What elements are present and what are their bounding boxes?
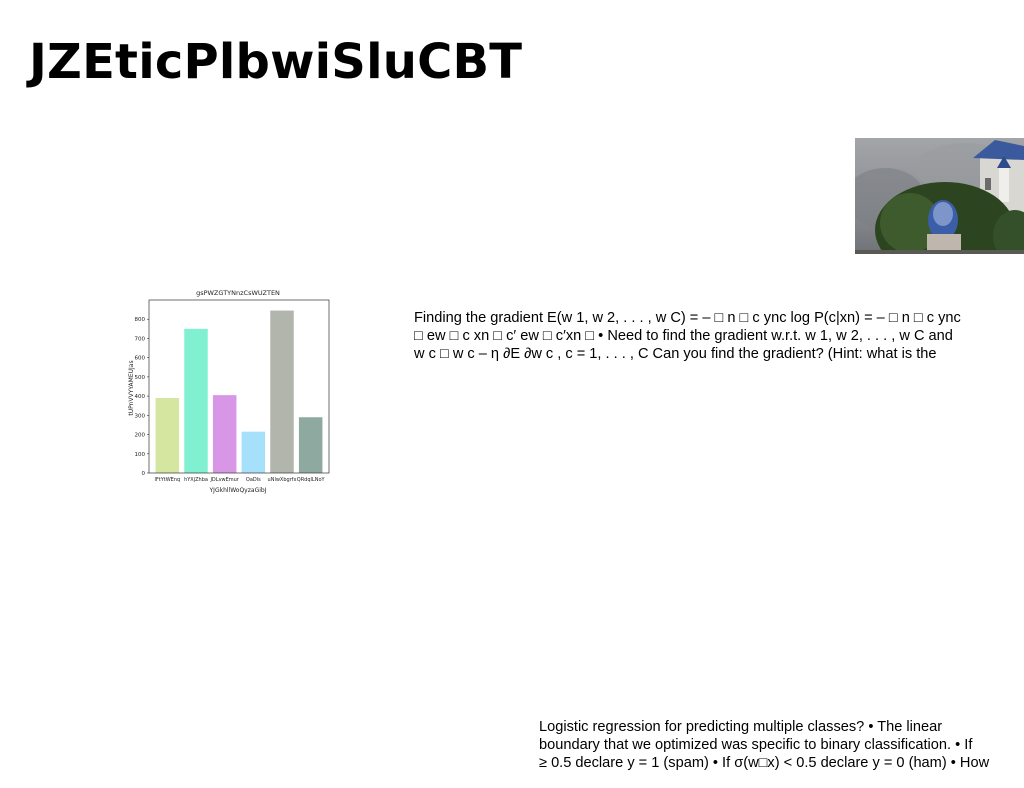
chart-title: gsPWZGTYNnzCsWUZTEN	[196, 289, 280, 297]
y-tick-label: 700	[135, 336, 146, 342]
chart-xlabel: YJGkhllWoQyzaGibJ	[209, 487, 267, 494]
x-tick-label: OaDls	[246, 477, 261, 483]
bar-chart: gsPWZGTYNnzCsWUZTEN tUPnVVYYAMEUJas YJGk…	[128, 289, 330, 494]
bar-uNlwXbgrfx	[270, 310, 294, 473]
logistic-paragraph: Logistic regression for predicting multi…	[539, 718, 1024, 772]
slide-title: JZEticPlbwiSluCBT	[29, 34, 523, 90]
x-tick-label: JDLvwEmur	[209, 477, 239, 483]
bar-hYXjZhba	[184, 328, 208, 473]
gradient-line-1: Finding the gradient E(w 1, w 2, . . . ,…	[414, 310, 961, 326]
y-tick-label: 0	[142, 471, 146, 477]
bar-JDLvwEmur	[212, 395, 237, 473]
y-tick-label: 800	[135, 317, 146, 323]
x-tick-label: lFtYtWEnq	[154, 477, 180, 483]
logistic-line-1: Logistic regression for predicting multi…	[539, 719, 943, 735]
y-tick-label: 600	[135, 356, 146, 362]
y-tick-label: 400	[135, 394, 146, 400]
photo-image	[855, 138, 1024, 254]
logistic-line-2: boundary that we optimized was specific …	[539, 737, 973, 753]
logistic-line-3: ≥ 0.5 declare y = 1 (spam) • If σ(w□x) <…	[539, 755, 990, 771]
chart-frame	[148, 299, 330, 474]
bar-QRdqlLNoY	[298, 417, 323, 473]
bar-OaDls	[241, 431, 266, 473]
y-tick-label: 200	[135, 433, 146, 439]
y-tick-label: 300	[135, 413, 146, 419]
x-tick-label: hYXjZhba	[184, 477, 208, 483]
bar-lFtYtWEnq	[155, 398, 180, 473]
gradient-line-3: w c □ w c – η ∂E ∂w c , c = 1, . . . , C…	[414, 346, 937, 362]
y-tick-label: 500	[135, 375, 146, 381]
x-tick-label: QRdqlLNoY	[297, 477, 326, 483]
chart-ylabel: tUPnVVYYAMEUJas	[128, 360, 135, 415]
gradient-line-2: □ ew □ c xn □ c′ ew □ c′xn □ • Need to f…	[414, 328, 953, 344]
y-tick-label: 100	[135, 452, 146, 458]
gradient-paragraph: Finding the gradient E(w 1, w 2, . . . ,…	[414, 309, 1024, 363]
x-tick-label: uNlwXbgrfx	[268, 477, 297, 483]
